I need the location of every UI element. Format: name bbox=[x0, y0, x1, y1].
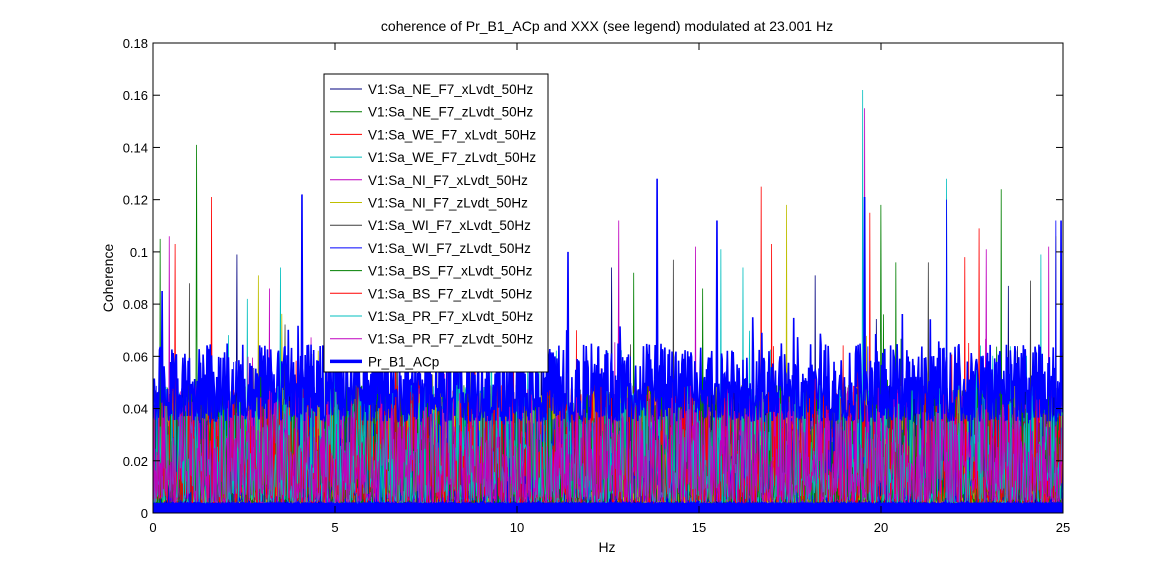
x-tick-label: 5 bbox=[331, 520, 338, 535]
legend-label-0: V1:Sa_NE_F7_xLvdt_50Hz bbox=[368, 82, 533, 97]
axes-box bbox=[152, 42, 1064, 514]
x-tick-label: 10 bbox=[510, 520, 524, 535]
x-tick-label: 20 bbox=[874, 520, 888, 535]
y-tick-label: 0.04 bbox=[123, 402, 148, 417]
legend-label-1: V1:Sa_NE_F7_zLvdt_50Hz bbox=[368, 105, 533, 120]
series-line-11 bbox=[153, 246, 1063, 504]
x-tick-label: 0 bbox=[149, 520, 156, 535]
legend-label-3: V1:Sa_WE_F7_zLvdt_50Hz bbox=[368, 150, 536, 165]
legend: V1:Sa_NE_F7_xLvdt_50Hz V1:Sa_NE_F7_zLvdt_… bbox=[323, 73, 549, 373]
x-axis-label: Hz bbox=[598, 539, 615, 555]
legend-label-4: V1:Sa_NI_F7_xLvdt_50Hz bbox=[368, 173, 528, 188]
legend-label-2: V1:Sa_WE_F7_xLvdt_50Hz bbox=[368, 127, 536, 142]
y-tick-label: 0.18 bbox=[123, 36, 148, 51]
series-layer bbox=[153, 89, 1063, 505]
legend-label-9: V1:Sa_BS_F7_zLvdt_50Hz bbox=[368, 286, 533, 301]
legend-label-8: V1:Sa_BS_F7_xLvdt_50Hz bbox=[368, 264, 533, 279]
plot-area bbox=[153, 43, 1063, 513]
y-tick-label: 0.02 bbox=[123, 454, 148, 469]
y-tick-label: 0.06 bbox=[123, 349, 148, 364]
legend-label-6: V1:Sa_WI_F7_xLvdt_50Hz bbox=[368, 218, 531, 233]
series-line-12 bbox=[153, 178, 1063, 424]
y-tick-label: 0.12 bbox=[123, 193, 148, 208]
legend-box bbox=[323, 73, 549, 373]
y-tick-label: 0.14 bbox=[123, 140, 148, 155]
y-tick-label: 0.08 bbox=[123, 297, 148, 312]
tick-layer: 0 5 10 15 20 25 0 0.02 0.04 0.06 0.08 0.1 0.12 0.14 0.… bbox=[123, 36, 1071, 535]
legend-label-5: V1:Sa_NI_F7_zLvdt_50Hz bbox=[368, 196, 528, 211]
y-tick-label: 0.1 bbox=[130, 245, 148, 260]
y-axis-label: Coherence bbox=[100, 244, 116, 313]
chart-title: coherence of Pr_B1_ACp and XXX (see lege… bbox=[381, 18, 833, 34]
legend-label-12: Pr_B1_ACp bbox=[368, 354, 439, 369]
x-tick-label: 25 bbox=[1056, 520, 1070, 535]
legend-label-10: V1:Sa_PR_F7_xLvdt_50Hz bbox=[368, 309, 533, 324]
legend-label-7: V1:Sa_WI_F7_zLvdt_50Hz bbox=[368, 241, 531, 256]
x-tick-label: 15 bbox=[692, 520, 706, 535]
legend-label-11: V1:Sa_PR_F7_zLvdt_50Hz bbox=[368, 332, 533, 347]
y-tick-label: 0 bbox=[141, 506, 148, 521]
legend-items: V1:Sa_NE_F7_xLvdt_50Hz V1:Sa_NE_F7_zLvdt_… bbox=[330, 82, 536, 369]
y-tick-label: 0.16 bbox=[123, 88, 148, 103]
